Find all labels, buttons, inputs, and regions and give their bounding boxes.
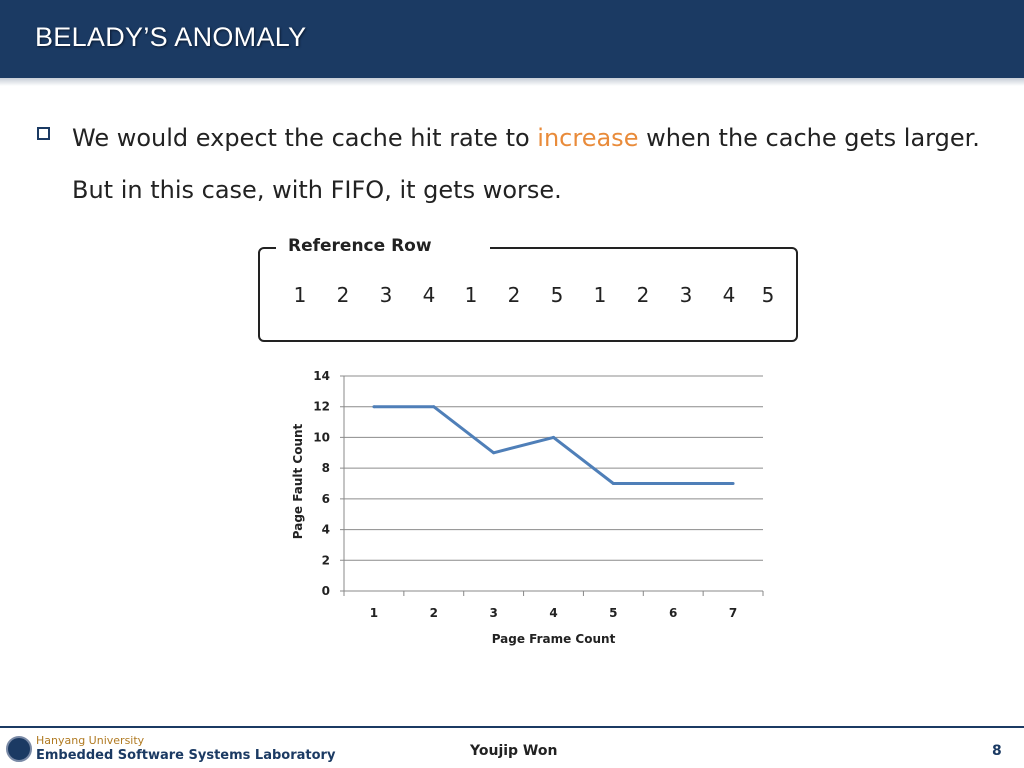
bullet-square-icon <box>37 127 50 140</box>
reference-number: 2 <box>636 283 650 307</box>
x-tick-label: 6 <box>669 606 677 620</box>
reference-number: 1 <box>293 283 307 307</box>
data-point <box>492 451 496 455</box>
reference-number: 1 <box>464 283 478 307</box>
university-seal-icon <box>6 736 32 762</box>
data-point <box>611 482 615 485</box>
reference-number: 4 <box>422 283 436 307</box>
reference-number: 3 <box>679 283 693 307</box>
reference-number: 3 <box>379 283 393 307</box>
y-axis-label: Page Fault Count <box>291 423 305 539</box>
y-tick-label: 0 <box>322 584 330 598</box>
slide-title: BELADY’S ANOMALY <box>35 22 307 52</box>
x-tick-label: 3 <box>489 606 497 620</box>
data-point <box>671 482 675 485</box>
x-axis-label: Page Frame Count <box>492 632 616 646</box>
author-name: Youjip Won <box>470 743 558 759</box>
data-point <box>372 405 376 409</box>
reference-number: 2 <box>336 283 350 307</box>
page-number: 8 <box>992 743 1002 759</box>
reference-number: 1 <box>593 283 607 307</box>
title-bar: BELADY’S ANOMALY <box>0 0 1024 86</box>
y-tick-label: 12 <box>313 400 330 414</box>
y-tick-label: 4 <box>322 523 330 537</box>
x-tick-label: 4 <box>549 606 557 620</box>
series-line-page-fault <box>373 405 734 485</box>
x-tick-label: 1 <box>370 606 378 620</box>
y-tick-label: 2 <box>322 553 330 567</box>
bullet-text: We would expect the cache hit rate to in… <box>72 112 982 216</box>
data-point <box>432 405 436 409</box>
y-tick-label: 6 <box>322 492 330 506</box>
reference-number: 5 <box>550 283 564 307</box>
reference-number: 5 <box>761 283 775 307</box>
reference-row-label: Reference Row <box>276 236 490 256</box>
reference-row-box <box>258 247 798 342</box>
x-tick-label: 5 <box>609 606 617 620</box>
x-tick-label: 7 <box>729 606 737 620</box>
bullet-text-part1: We would expect the cache hit rate to <box>72 124 538 152</box>
data-point <box>731 482 735 485</box>
footer-divider <box>0 726 1024 728</box>
data-point <box>552 435 555 439</box>
x-tick-label: 2 <box>430 606 438 620</box>
title-bar-shadow <box>0 78 1024 86</box>
university-name: Hanyang University <box>36 734 145 747</box>
lab-name: Embedded Software Systems Laboratory <box>36 748 336 763</box>
lab-logo: Hanyang University Embedded Software Sys… <box>6 734 335 766</box>
bullet-highlight: increase <box>537 124 639 152</box>
reference-number: 2 <box>507 283 521 307</box>
reference-number: 4 <box>722 283 736 307</box>
y-tick-label: 14 <box>313 369 330 383</box>
y-tick-label: 10 <box>313 430 330 444</box>
bullet-text-part2: when the cache gets larger. But in this … <box>72 124 980 204</box>
y-tick-label: 8 <box>322 461 330 475</box>
